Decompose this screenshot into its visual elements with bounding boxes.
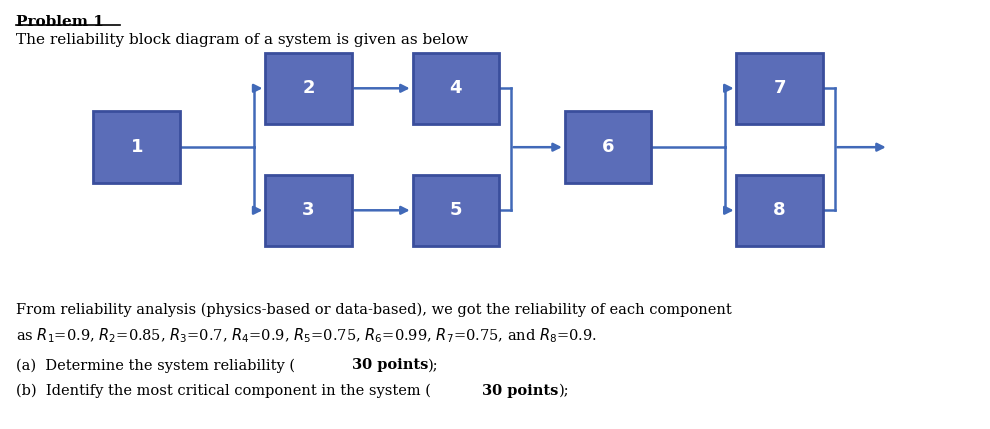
Text: );: );: [558, 384, 569, 398]
Text: 3: 3: [302, 201, 315, 219]
Text: (a)  Determine the system reliability (: (a) Determine the system reliability (: [16, 358, 295, 373]
Text: The reliability block diagram of a system is given as below: The reliability block diagram of a syste…: [16, 33, 468, 47]
Text: as $R_1$=0.9, $R_2$=0.85, $R_3$=0.7, $R_4$=0.9, $R_5$=0.75, $R_6$=0.99, $R_7$=0.: as $R_1$=0.9, $R_2$=0.85, $R_3$=0.7, $R_…: [16, 326, 597, 344]
Text: 30 points: 30 points: [482, 384, 558, 398]
FancyBboxPatch shape: [265, 175, 351, 246]
FancyBboxPatch shape: [265, 52, 351, 124]
Text: 4: 4: [449, 79, 462, 97]
Text: (b)  Identify the most critical component in the system (: (b) Identify the most critical component…: [16, 384, 431, 398]
Text: 5: 5: [449, 201, 462, 219]
FancyBboxPatch shape: [93, 112, 180, 183]
Text: 7: 7: [773, 79, 786, 97]
Text: 30 points: 30 points: [351, 358, 428, 372]
Text: 2: 2: [302, 79, 315, 97]
FancyBboxPatch shape: [413, 52, 499, 124]
Text: 6: 6: [602, 138, 614, 156]
Text: From reliability analysis (physics-based or data-based), we got the reliability : From reliability analysis (physics-based…: [16, 303, 732, 317]
Text: );: );: [429, 358, 439, 372]
Text: Problem 1: Problem 1: [16, 15, 104, 29]
Text: 8: 8: [773, 201, 786, 219]
FancyBboxPatch shape: [737, 175, 823, 246]
Text: 1: 1: [131, 138, 143, 156]
FancyBboxPatch shape: [564, 112, 651, 183]
FancyBboxPatch shape: [737, 52, 823, 124]
FancyBboxPatch shape: [413, 175, 499, 246]
